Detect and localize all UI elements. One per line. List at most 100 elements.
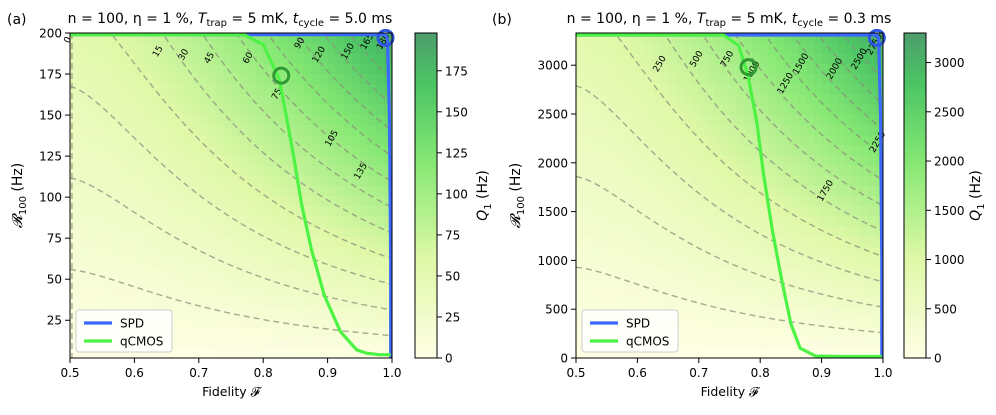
contour-line bbox=[235, 33, 392, 183]
colorbar-step bbox=[415, 336, 437, 343]
chart-title: n = 100, η = 1 %, Ttrap = 5 mK, tcycle =… bbox=[567, 11, 892, 29]
contour-line bbox=[294, 33, 392, 132]
contour-line bbox=[663, 33, 883, 232]
colorbar-step bbox=[415, 141, 437, 148]
colorbar-step bbox=[904, 271, 926, 278]
colorbar-step bbox=[415, 184, 437, 191]
colorbar-step bbox=[415, 43, 437, 50]
x-tick-label: 0.8 bbox=[751, 366, 770, 380]
colorbar-step bbox=[904, 70, 926, 77]
colorbar-step bbox=[904, 92, 926, 99]
colorbar-step bbox=[904, 200, 926, 207]
contour-line bbox=[200, 33, 392, 209]
panel-label: (a) bbox=[7, 12, 27, 28]
colorbar-label: Q1 (Hz) bbox=[968, 170, 987, 221]
colorbar-step bbox=[415, 152, 437, 159]
colorbar-step bbox=[415, 298, 437, 305]
y-tick-label: 125 bbox=[39, 150, 62, 164]
y-tick-label: 0 bbox=[560, 352, 568, 366]
colorbar-step bbox=[415, 293, 437, 300]
colorbar-tick-label: 75 bbox=[445, 228, 460, 242]
contour-line bbox=[763, 33, 883, 156]
colorbar-step bbox=[904, 309, 926, 316]
y-tick-label: 500 bbox=[545, 303, 568, 317]
colorbar-step bbox=[415, 33, 437, 40]
x-tick-label: 1.0 bbox=[382, 366, 401, 380]
colorbar-step bbox=[415, 217, 437, 224]
x-tick-label: 0.5 bbox=[60, 366, 79, 380]
y-tick-label: 50 bbox=[47, 273, 62, 287]
colorbar-step bbox=[415, 108, 437, 115]
colorbar-step bbox=[904, 130, 926, 137]
colorbar-step bbox=[904, 173, 926, 180]
colorbar-step bbox=[904, 260, 926, 267]
x-tick-label: 0.9 bbox=[318, 366, 337, 380]
colorbar-step bbox=[904, 347, 926, 354]
colorbar-tick-label: 2000 bbox=[934, 155, 965, 169]
colorbar-step bbox=[415, 200, 437, 207]
contour-line bbox=[613, 33, 883, 258]
colorbar-step bbox=[904, 125, 926, 132]
colorbar-tick-label: 1500 bbox=[934, 204, 965, 218]
colorbar-step bbox=[415, 255, 437, 262]
colorbar-step bbox=[415, 190, 437, 197]
contour-line bbox=[700, 33, 883, 207]
colorbar-step bbox=[415, 54, 437, 61]
colorbar-step bbox=[904, 168, 926, 175]
colorbar-step bbox=[415, 249, 437, 256]
series-line-spd bbox=[70, 33, 392, 358]
colorbar-step bbox=[904, 60, 926, 67]
colorbar-step bbox=[415, 287, 437, 294]
colorbar-step bbox=[904, 238, 926, 245]
colorbar-step bbox=[415, 314, 437, 321]
y-tick-label: 175 bbox=[39, 68, 62, 82]
colorbar-tick-label: 0 bbox=[934, 352, 942, 366]
colorbar-step bbox=[415, 320, 437, 327]
colorbar-step bbox=[904, 330, 926, 337]
colorbar-step bbox=[415, 135, 437, 142]
colorbar-step bbox=[415, 70, 437, 77]
colorbar-step bbox=[904, 341, 926, 348]
colorbar-tick-label: 2500 bbox=[934, 105, 965, 119]
colorbar-step bbox=[415, 271, 437, 278]
colorbar-step bbox=[415, 125, 437, 132]
colorbar-step bbox=[904, 325, 926, 332]
colorbar-step bbox=[904, 282, 926, 289]
colorbar-tick-label: 50 bbox=[445, 269, 460, 283]
colorbar-step bbox=[904, 217, 926, 224]
colorbar-step bbox=[904, 211, 926, 218]
colorbar-step bbox=[415, 163, 437, 170]
marker-spd bbox=[867, 28, 886, 47]
colorbar-step bbox=[904, 65, 926, 72]
contour-line bbox=[321, 33, 392, 106]
contour-label: 0 bbox=[63, 35, 75, 45]
colorbar-step bbox=[904, 195, 926, 202]
colorbar-step bbox=[415, 49, 437, 56]
colorbar-step bbox=[415, 352, 437, 359]
colorbar-step bbox=[415, 282, 437, 289]
series-line-spd bbox=[576, 33, 883, 358]
colorbar-step bbox=[904, 233, 926, 240]
colorbar-step bbox=[904, 293, 926, 300]
colorbar-step bbox=[415, 228, 437, 235]
colorbar-tick-label: 500 bbox=[934, 302, 957, 316]
colorbar-tick-label: 0 bbox=[445, 352, 453, 366]
colorbar: 0 500 1000 1500 2000 2500 3000 Q1 (Hz) bbox=[903, 32, 987, 366]
colorbar-step bbox=[904, 98, 926, 105]
colorbar-step bbox=[904, 287, 926, 294]
y-tick-label: 75 bbox=[47, 232, 62, 246]
colorbar-step bbox=[904, 276, 926, 283]
colorbar-step bbox=[415, 65, 437, 72]
colorbar-step bbox=[415, 168, 437, 175]
colorbar-step bbox=[904, 314, 926, 321]
series-line-qcmos bbox=[70, 33, 391, 357]
colorbar-step bbox=[415, 195, 437, 202]
contour-lines bbox=[576, 33, 883, 334]
colorbar-step bbox=[904, 119, 926, 126]
y-tick-label: 1000 bbox=[537, 254, 568, 268]
x-tick-label: 0.7 bbox=[189, 366, 208, 380]
legend-label-spd: SPD bbox=[120, 317, 144, 331]
colorbar-step bbox=[904, 222, 926, 229]
